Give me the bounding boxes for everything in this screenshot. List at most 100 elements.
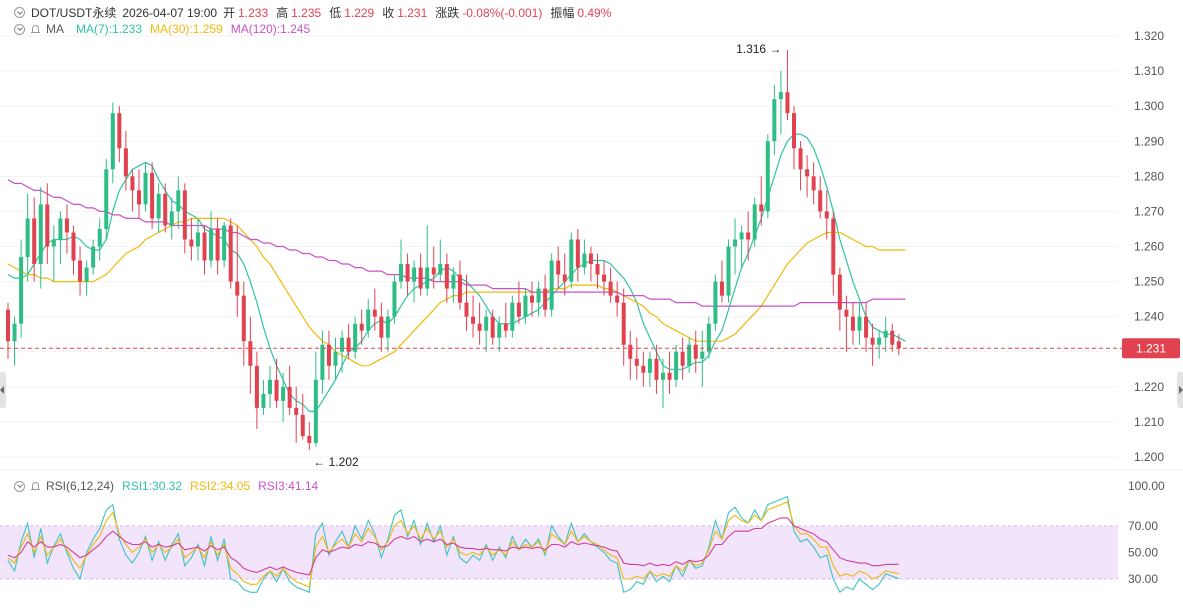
candle <box>674 344 679 387</box>
collapse-icon[interactable] <box>14 480 25 492</box>
candle <box>543 274 548 317</box>
candle-body <box>91 246 96 268</box>
candle-body <box>241 295 246 342</box>
candle-body <box>700 351 705 359</box>
candle <box>516 281 521 324</box>
candle <box>864 302 869 352</box>
candle <box>588 246 593 282</box>
candle-body <box>746 232 751 240</box>
candles[interactable] <box>6 50 901 450</box>
candle-body <box>425 267 430 289</box>
candle <box>818 176 823 219</box>
candle-body <box>680 351 685 366</box>
candle <box>84 260 89 296</box>
datetime-label: 2026-04-07 19:00 <box>122 5 218 20</box>
candle-body <box>228 225 233 282</box>
scroll-right-handle[interactable] <box>1177 372 1183 408</box>
candle <box>169 197 174 240</box>
candle <box>38 186 43 289</box>
change-value: -0.08%(-0.001) <box>462 5 543 20</box>
candle <box>399 239 403 289</box>
candle <box>137 169 141 219</box>
candle-body <box>516 302 521 317</box>
candle-body <box>385 316 390 338</box>
candle <box>431 246 436 289</box>
candle <box>412 260 417 303</box>
candle <box>130 169 135 212</box>
candle <box>366 299 371 338</box>
candle <box>156 183 161 233</box>
candle <box>706 316 711 359</box>
candle-body <box>523 295 528 317</box>
candle-body <box>798 148 803 170</box>
candle-body <box>12 323 17 342</box>
candle-body <box>719 281 724 296</box>
candle <box>32 197 37 282</box>
candle-body <box>372 309 377 317</box>
candle-body <box>287 386 292 408</box>
candle-body <box>110 113 115 170</box>
candle-body <box>641 365 646 373</box>
candle-body <box>503 323 508 331</box>
candle-body <box>176 190 181 212</box>
last-price-tag <box>1122 338 1180 359</box>
candle-body <box>150 172 155 219</box>
candle-body <box>850 316 855 331</box>
candle-body <box>366 309 371 331</box>
last-price-label: 1.231 <box>1136 342 1166 356</box>
candle <box>785 50 790 121</box>
candle-body <box>497 323 502 338</box>
candle <box>320 330 325 394</box>
symbol-label[interactable]: DOT/USDT永续 <box>31 6 117 20</box>
candle-body <box>706 323 711 352</box>
candle <box>97 218 102 261</box>
candle <box>471 295 476 338</box>
scroll-left-handle[interactable] <box>0 372 6 408</box>
candle-body <box>130 176 135 191</box>
candle-body <box>117 113 122 149</box>
candle-body <box>562 274 567 282</box>
candle <box>687 337 692 373</box>
candle <box>438 239 443 282</box>
candle <box>503 302 508 338</box>
candle <box>484 309 489 352</box>
candle <box>71 225 76 275</box>
candle <box>523 288 528 324</box>
candle <box>844 295 849 352</box>
candle-body <box>588 253 593 265</box>
candle <box>457 260 462 310</box>
candle <box>680 337 685 380</box>
price-tick-label: 1.290 <box>1134 134 1164 148</box>
candle-body <box>143 172 148 205</box>
candle <box>850 302 855 345</box>
rsi-tick-label: 70.00 <box>1128 519 1158 533</box>
collapse-icon[interactable] <box>14 23 25 35</box>
candle-body <box>857 316 862 331</box>
candle-body <box>543 288 548 310</box>
candle-body <box>582 253 587 268</box>
candle-body <box>490 316 495 338</box>
candle-body <box>693 344 698 359</box>
candle <box>896 334 901 356</box>
candle-body <box>778 92 783 100</box>
candle <box>536 281 541 317</box>
collapse-icon[interactable] <box>14 7 25 18</box>
rsi-tick-label: 50.00 <box>1128 545 1158 559</box>
candle <box>510 295 515 338</box>
ma-label[interactable]: MA <box>46 22 64 36</box>
candle <box>78 246 83 296</box>
ma-line-ma7 <box>7 133 906 412</box>
candle <box>667 351 672 394</box>
ma-lines <box>7 133 906 412</box>
candle-body <box>412 267 417 282</box>
bell-icon[interactable] <box>31 24 40 34</box>
rsi-label[interactable]: RSI(6,12,24) <box>46 479 115 493</box>
candle-body <box>457 274 462 303</box>
candle <box>549 253 554 317</box>
candle <box>608 267 613 303</box>
candle-body <box>477 323 482 331</box>
bell-icon[interactable] <box>31 481 40 491</box>
rsi-line-1 <box>7 495 899 594</box>
candle-body <box>307 435 312 443</box>
